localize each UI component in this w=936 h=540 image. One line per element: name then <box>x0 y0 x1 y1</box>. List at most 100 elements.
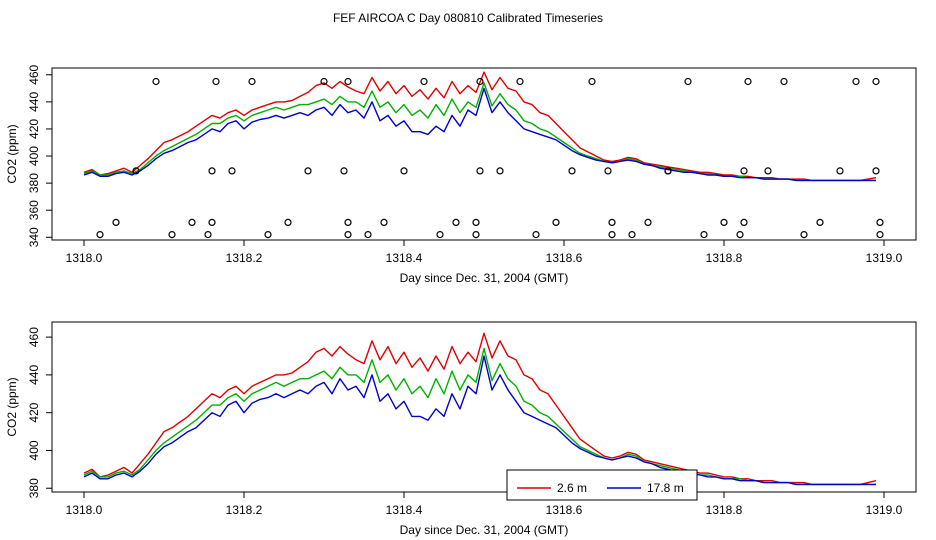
flag-point <box>364 231 372 239</box>
y-tick-label: 420 <box>27 119 41 139</box>
flag-point <box>284 218 292 226</box>
x-axis: 1318.0 1318.2 1318.4 1318.6 1318.8 1319.0 <box>66 492 903 517</box>
flag-point <box>568 167 576 175</box>
flag-point <box>208 167 216 175</box>
flag-point <box>476 167 484 175</box>
flag-point <box>836 167 844 175</box>
series-line-s26 <box>83 332 877 486</box>
flag-point <box>248 77 256 86</box>
flag-point <box>740 218 748 226</box>
y-tick-label: 440 <box>27 92 41 112</box>
y-axis-title: CO2 (ppm) <box>5 124 19 183</box>
flag-point <box>264 231 272 239</box>
series-layer <box>83 332 877 486</box>
flag-point <box>228 167 236 175</box>
y-tick-label: 460 <box>27 64 41 84</box>
flag-point <box>740 167 748 175</box>
series-line-s26 <box>83 71 877 182</box>
flag-point <box>780 77 788 86</box>
flag-point <box>112 218 120 226</box>
flag-point <box>608 218 616 226</box>
flag-point <box>476 77 484 86</box>
flag-point <box>188 218 196 226</box>
y-tick-label: 340 <box>27 227 41 247</box>
y-tick-label: 420 <box>27 402 41 422</box>
y-tick-label: 360 <box>27 200 41 220</box>
plot-frame <box>51 67 917 241</box>
flag-point <box>96 231 104 239</box>
flag-point <box>208 218 216 226</box>
flag-point <box>168 231 176 239</box>
y-tick-label: 400 <box>27 440 41 460</box>
x-tick-label: 1318.4 <box>386 503 423 517</box>
flag-point <box>588 77 596 86</box>
x-axis-title: Day since Dec. 31, 2004 (GMT) <box>400 271 569 285</box>
series-line-s178 <box>83 347 876 486</box>
legend-label-17-8m: 17.8 m <box>647 481 684 495</box>
x-tick-label: 1318.0 <box>66 503 103 517</box>
y-axis-title: CO2 (ppm) <box>5 377 19 436</box>
series-layer <box>83 71 877 182</box>
figure-title: FEF AIRCOA C Day 080810 Calibrated Times… <box>333 11 603 25</box>
flag-point <box>496 167 504 175</box>
flag-point <box>700 231 708 239</box>
flag-point <box>532 231 540 239</box>
flag-point <box>736 231 744 239</box>
y-tick-label: 380 <box>27 478 41 498</box>
legend: 2.6 m 17.8 m <box>506 469 698 501</box>
flag-point <box>664 167 672 175</box>
flag-point <box>452 218 460 226</box>
x-tick-label: 1318.6 <box>546 503 583 517</box>
flag-point <box>436 231 444 239</box>
flag-point <box>872 77 880 86</box>
flag-point <box>608 231 616 239</box>
x-tick-label: 1318.2 <box>226 251 263 265</box>
flag-point <box>340 167 348 175</box>
flag-point <box>876 218 884 226</box>
x-tick-label: 1318.8 <box>706 251 743 265</box>
flag-point <box>344 77 352 86</box>
flag-point <box>764 167 772 175</box>
flag-point <box>472 231 480 239</box>
flag-point <box>852 77 860 86</box>
y-tick-label: 440 <box>27 365 41 385</box>
flag-point <box>872 167 880 175</box>
flag-point <box>344 218 352 226</box>
series-line-s178 <box>83 82 876 182</box>
flag-point <box>380 218 388 226</box>
flag-point <box>800 231 808 239</box>
flag-point <box>132 167 140 175</box>
flag-point <box>304 167 312 175</box>
series-line-s34 <box>83 355 876 486</box>
flag-point <box>628 231 636 239</box>
plot-frame <box>51 321 917 493</box>
y-axis: 380 400 420 440 460 <box>27 327 52 498</box>
x-tick-label: 1318.6 <box>546 251 583 265</box>
x-axis-title: Day since Dec. 31, 2004 (GMT) <box>400 523 569 537</box>
flag-point <box>720 218 728 226</box>
flag-point <box>604 167 612 175</box>
panel-top: 1318.0 1318.2 1318.4 1318.6 1318.8 1319.0 340… <box>5 64 917 285</box>
x-tick-label: 1318.0 <box>66 251 103 265</box>
flag-point <box>152 77 160 86</box>
y-tick-label: 380 <box>27 173 41 193</box>
flag-markers <box>96 77 884 239</box>
x-tick-label: 1319.0 <box>866 503 903 517</box>
y-axis: 340 360 380 400 420 440 460 <box>27 64 52 247</box>
flag-point <box>552 218 560 226</box>
flag-point <box>684 77 692 86</box>
flag-point <box>320 77 328 86</box>
y-tick-label: 460 <box>27 327 41 347</box>
x-tick-label: 1318.2 <box>226 503 263 517</box>
flag-point <box>400 167 408 175</box>
panel-bottom: 1318.0 1318.2 1318.4 1318.6 1318.8 1319.0 380… <box>5 321 917 537</box>
x-tick-label: 1319.0 <box>866 251 903 265</box>
flag-point <box>212 77 220 86</box>
flag-point <box>472 218 480 226</box>
y-tick-label: 400 <box>27 146 41 166</box>
series-line-s34 <box>83 87 876 182</box>
x-tick-label: 1318.4 <box>386 251 423 265</box>
flag-point <box>420 77 428 86</box>
legend-label-2-6m: 2.6 m <box>557 481 587 495</box>
